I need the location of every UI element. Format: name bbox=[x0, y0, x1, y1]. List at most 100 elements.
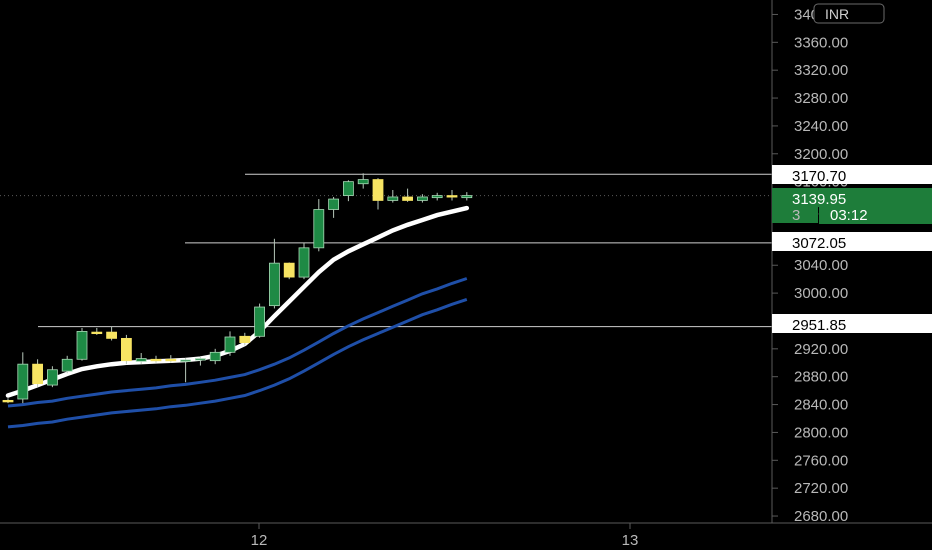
candle-body bbox=[387, 196, 399, 201]
candle-body bbox=[461, 195, 473, 199]
y-tick-label: 2880.00 bbox=[794, 369, 848, 386]
candle bbox=[2, 398, 14, 404]
candle bbox=[298, 242, 310, 280]
countdown-timer: 03:12 bbox=[819, 205, 932, 224]
candle-body bbox=[47, 369, 58, 386]
candle-body bbox=[402, 196, 414, 201]
candle-body bbox=[431, 195, 443, 199]
svg-text:3: 3 bbox=[792, 207, 800, 224]
high-line-price-tag: 3170.70 bbox=[772, 165, 932, 185]
candle-body bbox=[224, 336, 236, 353]
candle-body bbox=[268, 262, 280, 307]
ma-blue-upper-line bbox=[7, 277, 468, 408]
svg-text:03:12: 03:12 bbox=[830, 207, 868, 224]
candle bbox=[121, 334, 132, 365]
candle bbox=[32, 359, 43, 388]
y-tick-label: 3240.00 bbox=[794, 118, 848, 135]
y-tick-label: 2920.00 bbox=[794, 341, 848, 358]
candle bbox=[135, 353, 147, 365]
svg-text:INR: INR bbox=[825, 6, 849, 22]
candle bbox=[106, 326, 117, 341]
candle bbox=[268, 238, 280, 309]
currency-badge[interactable]: INR bbox=[813, 3, 885, 24]
svg-text:3139.95: 3139.95 bbox=[792, 191, 846, 208]
candle bbox=[431, 192, 443, 201]
candle bbox=[239, 332, 251, 346]
candle bbox=[402, 188, 414, 202]
candle-body bbox=[254, 306, 266, 337]
candle-body bbox=[416, 196, 428, 201]
moving-averages bbox=[5, 205, 470, 429]
x-tick-label: 13 bbox=[622, 532, 639, 549]
candle bbox=[446, 190, 458, 201]
candle-body bbox=[328, 198, 340, 210]
y-tick-label: 2800.00 bbox=[794, 424, 848, 441]
y-tick-label: 3280.00 bbox=[794, 90, 848, 107]
candle bbox=[461, 192, 473, 201]
y-tick-label: 3320.00 bbox=[794, 62, 848, 79]
ma-blue-lower-line bbox=[7, 297, 468, 429]
y-tick-label: 2840.00 bbox=[794, 397, 848, 414]
candle bbox=[209, 348, 221, 365]
candle-body bbox=[209, 351, 221, 362]
candle bbox=[416, 194, 428, 203]
x-tick-label: 12 bbox=[251, 532, 268, 549]
candle-body bbox=[32, 363, 43, 385]
candle bbox=[76, 327, 88, 361]
candle-body bbox=[357, 179, 369, 185]
candle-body bbox=[106, 331, 117, 339]
svg-text:3170.70: 3170.70 bbox=[792, 168, 846, 185]
current-price-tag: 3139.95 bbox=[772, 188, 932, 208]
candle bbox=[254, 303, 266, 338]
svg-text:3072.05: 3072.05 bbox=[792, 235, 846, 252]
y-tick-label: 3040.00 bbox=[794, 257, 848, 274]
candle bbox=[91, 327, 103, 335]
countdown-prefix-tag: 3 bbox=[772, 207, 818, 224]
candle bbox=[180, 357, 192, 383]
svg-text:2951.85: 2951.85 bbox=[792, 317, 846, 334]
candle bbox=[17, 352, 29, 404]
low-line-price-tag: 2951.85 bbox=[772, 314, 932, 334]
candle bbox=[165, 355, 177, 363]
candle-body bbox=[17, 363, 29, 400]
candle bbox=[313, 199, 325, 252]
candle bbox=[224, 331, 236, 356]
candle-body bbox=[180, 359, 192, 362]
candle-body bbox=[194, 358, 206, 361]
candle-body bbox=[298, 247, 310, 278]
candle-body bbox=[91, 331, 103, 335]
candle-body bbox=[121, 337, 132, 362]
candle bbox=[61, 355, 73, 374]
y-tick-label: 3000.00 bbox=[794, 285, 848, 302]
candle-body bbox=[2, 399, 14, 403]
mid-line-price-tag: 3072.05 bbox=[772, 232, 932, 252]
candle-body bbox=[135, 358, 147, 362]
candle bbox=[150, 355, 162, 363]
y-tick-label: 2760.00 bbox=[794, 452, 848, 469]
candle-body bbox=[150, 358, 162, 362]
candle-body bbox=[342, 181, 354, 196]
candle-body bbox=[446, 195, 458, 198]
horizontal-lines bbox=[38, 173, 772, 328]
candle bbox=[357, 173, 369, 189]
candle bbox=[328, 196, 340, 218]
candle-body bbox=[372, 179, 384, 201]
y-tick-label: 2680.00 bbox=[794, 508, 848, 525]
candle-body bbox=[165, 358, 177, 362]
candle bbox=[342, 180, 354, 202]
y-tick-label: 2720.00 bbox=[794, 480, 848, 497]
x-axis-ticks[interactable]: 12 13 bbox=[251, 523, 639, 549]
ma-white-line bbox=[5, 205, 470, 398]
y-tick-label: 3200.00 bbox=[794, 146, 848, 163]
candle-body bbox=[313, 209, 325, 249]
candle-body bbox=[283, 262, 295, 278]
candle-body bbox=[61, 358, 73, 372]
candle bbox=[283, 262, 295, 280]
candle-body bbox=[76, 331, 88, 360]
candle-body bbox=[239, 335, 251, 343]
y-tick-label: 3360.00 bbox=[794, 34, 848, 51]
candle bbox=[194, 357, 206, 366]
candle bbox=[372, 178, 384, 210]
